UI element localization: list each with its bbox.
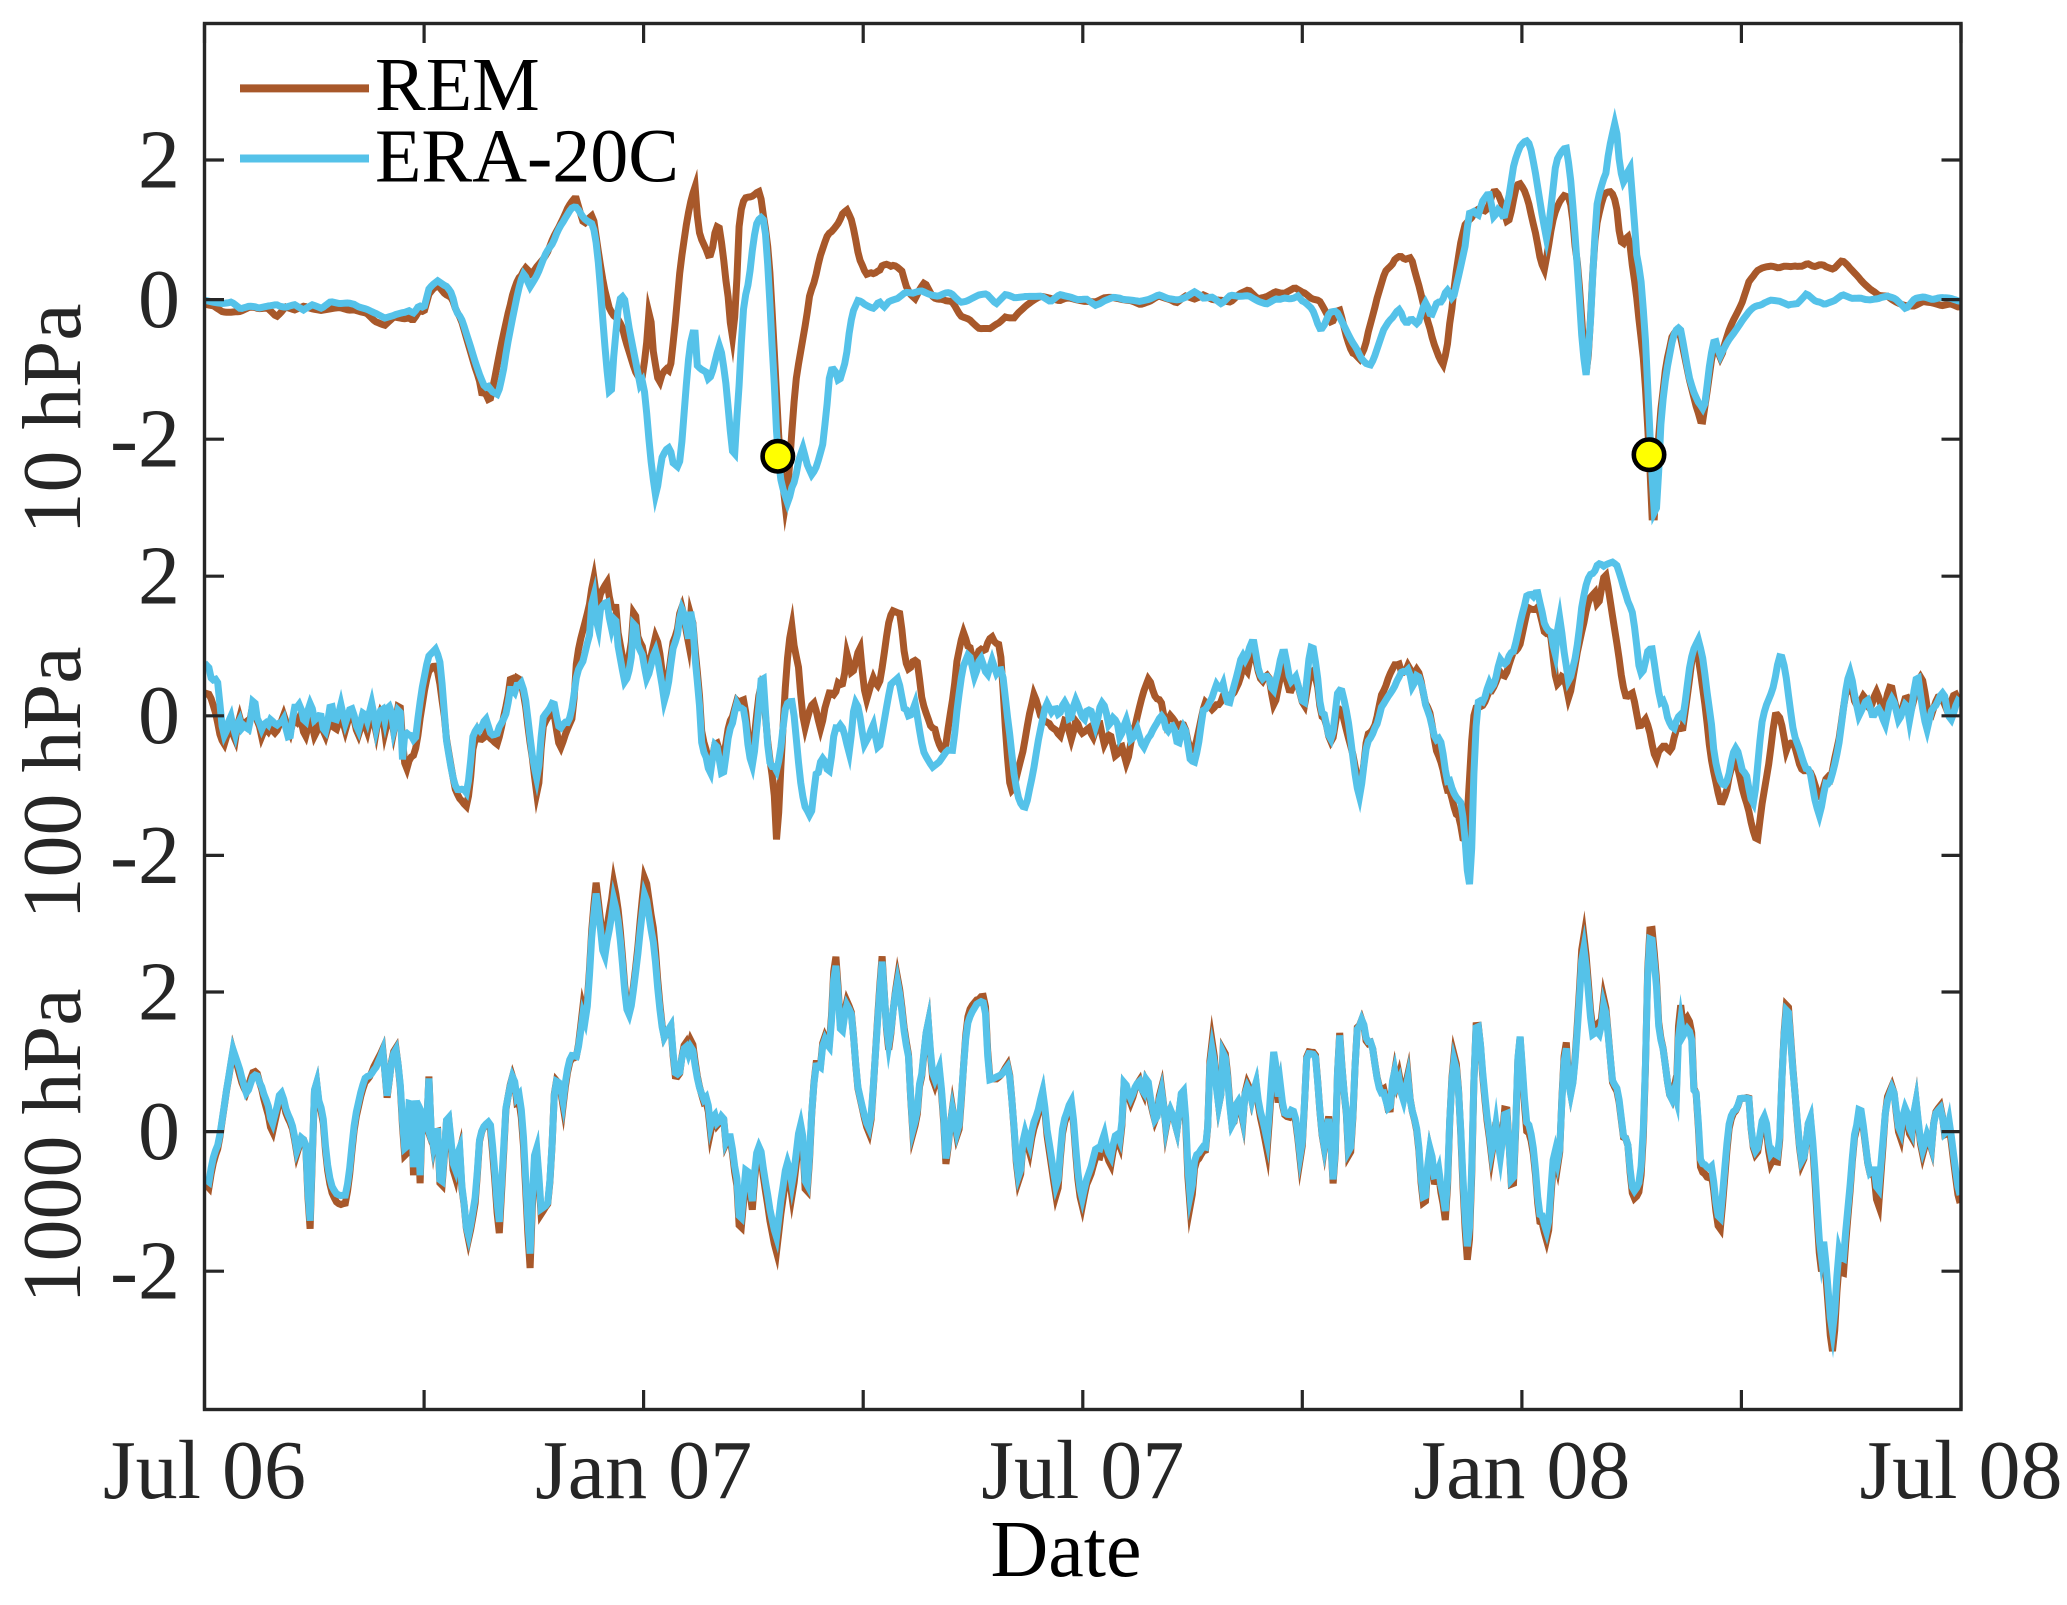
svg-text:0: 0 [138, 253, 180, 346]
svg-text:ERA-20C: ERA-20C [375, 115, 679, 199]
svg-text:0: 0 [138, 669, 180, 762]
svg-text:Jan 08: Jan 08 [1413, 1424, 1630, 1517]
svg-text:1000 hPa: 1000 hPa [6, 989, 99, 1304]
svg-text:2: 2 [138, 530, 180, 623]
svg-text:Jul 08: Jul 08 [1859, 1424, 2062, 1517]
svg-text:Jan 07: Jan 07 [535, 1424, 752, 1517]
svg-text:REM: REM [375, 43, 540, 127]
svg-text:Jul 07: Jul 07 [981, 1424, 1184, 1517]
svg-text:Jul 06: Jul 06 [103, 1424, 306, 1517]
svg-text:2: 2 [138, 945, 180, 1038]
svg-text:100 hPa: 100 hPa [6, 647, 99, 920]
svg-text:Date: Date [990, 1506, 1141, 1594]
svg-text:10 hPa: 10 hPa [6, 304, 99, 535]
svg-text:0: 0 [138, 1085, 180, 1178]
svg-text:-2: -2 [110, 1225, 180, 1318]
svg-text:-2: -2 [110, 809, 180, 902]
svg-text:-2: -2 [110, 393, 180, 486]
svg-text:2: 2 [138, 113, 180, 206]
